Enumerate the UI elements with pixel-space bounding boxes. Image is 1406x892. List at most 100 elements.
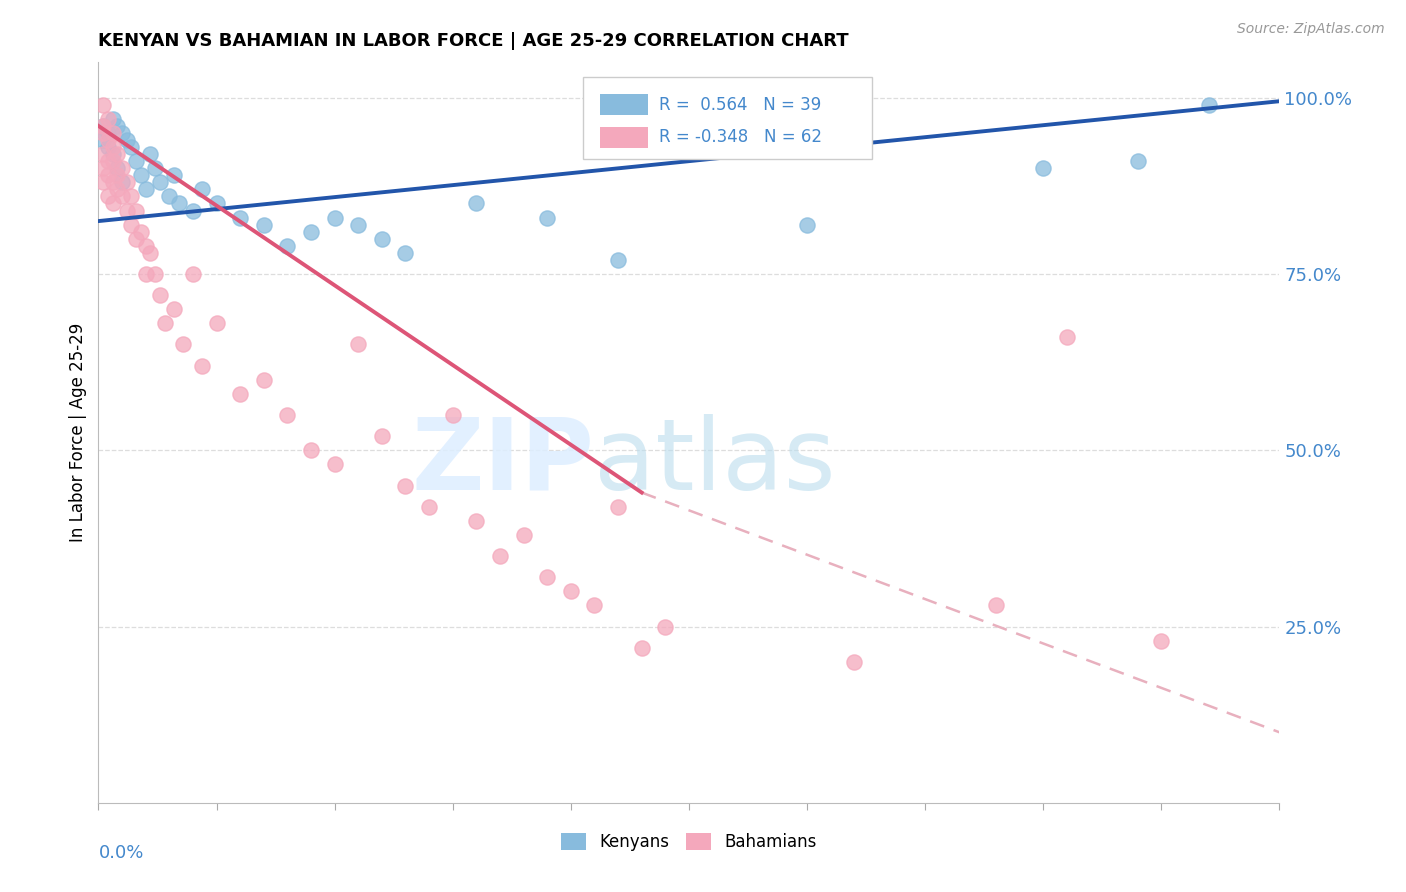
Point xyxy=(1150,633,1173,648)
Point xyxy=(163,302,186,317)
Point xyxy=(101,147,124,161)
Point xyxy=(181,203,204,218)
Point xyxy=(984,599,1007,613)
Text: 0.0%: 0.0% xyxy=(98,844,143,862)
FancyBboxPatch shape xyxy=(582,78,872,159)
Point xyxy=(97,112,120,126)
Point xyxy=(441,408,464,422)
Point xyxy=(153,316,176,330)
Point xyxy=(796,218,818,232)
Point xyxy=(163,168,186,182)
Point xyxy=(205,316,228,330)
Text: R =  0.564   N = 39: R = 0.564 N = 39 xyxy=(659,95,821,113)
Point xyxy=(111,126,134,140)
Point xyxy=(121,218,143,232)
Point xyxy=(111,189,134,203)
Point xyxy=(135,239,157,253)
Point xyxy=(489,549,512,563)
Point xyxy=(607,252,630,267)
Y-axis label: In Labor Force | Age 25-29: In Labor Force | Age 25-29 xyxy=(69,323,87,542)
Point xyxy=(101,154,124,169)
Point xyxy=(347,218,370,232)
Point xyxy=(121,140,143,154)
Point xyxy=(121,189,143,203)
Point xyxy=(91,133,114,147)
Point xyxy=(101,126,124,140)
Point xyxy=(105,168,128,182)
Point xyxy=(1198,97,1220,112)
Point xyxy=(135,267,157,281)
Point xyxy=(465,196,488,211)
Point xyxy=(101,140,124,154)
Point xyxy=(149,175,172,189)
Point xyxy=(139,245,162,260)
Point xyxy=(105,182,128,196)
Point xyxy=(512,528,534,542)
Point xyxy=(115,175,138,189)
Point xyxy=(607,500,630,514)
Point xyxy=(172,337,194,351)
Point xyxy=(394,245,416,260)
Text: Source: ZipAtlas.com: Source: ZipAtlas.com xyxy=(1237,22,1385,37)
Point xyxy=(91,161,114,176)
Text: KENYAN VS BAHAMIAN IN LABOR FORCE | AGE 25-29 CORRELATION CHART: KENYAN VS BAHAMIAN IN LABOR FORCE | AGE … xyxy=(98,32,849,50)
Point xyxy=(97,133,120,147)
Point xyxy=(125,154,148,169)
Point xyxy=(1032,161,1054,176)
Point xyxy=(465,514,488,528)
Point xyxy=(91,119,114,133)
Point xyxy=(1126,154,1149,169)
Point xyxy=(394,478,416,492)
Point xyxy=(111,175,134,189)
Point xyxy=(229,211,252,225)
Point xyxy=(91,175,114,189)
Point xyxy=(560,584,582,599)
Point xyxy=(347,337,370,351)
Point xyxy=(97,154,120,169)
Point xyxy=(323,458,346,472)
Point xyxy=(583,599,606,613)
Point xyxy=(111,161,134,176)
Point xyxy=(97,140,120,154)
Point xyxy=(105,119,128,133)
Point xyxy=(323,211,346,225)
Point xyxy=(129,168,152,182)
Point xyxy=(105,161,128,176)
Point xyxy=(157,189,180,203)
Point xyxy=(229,387,252,401)
FancyBboxPatch shape xyxy=(600,127,648,147)
Point xyxy=(125,232,148,246)
Point xyxy=(91,126,114,140)
Point xyxy=(91,119,114,133)
FancyBboxPatch shape xyxy=(600,95,648,115)
Point xyxy=(253,373,276,387)
Point xyxy=(97,189,120,203)
Point xyxy=(536,570,558,584)
Point xyxy=(135,182,157,196)
Point xyxy=(1056,330,1078,344)
Point xyxy=(167,196,190,211)
Point xyxy=(91,97,114,112)
Point xyxy=(125,203,148,218)
Point xyxy=(101,112,124,126)
Point xyxy=(536,211,558,225)
Text: ZIP: ZIP xyxy=(412,414,595,511)
Point xyxy=(191,359,214,373)
Point xyxy=(630,640,652,655)
Point xyxy=(105,147,128,161)
Point xyxy=(253,218,276,232)
Point xyxy=(371,232,394,246)
Point xyxy=(101,196,124,211)
Point xyxy=(129,225,152,239)
Point xyxy=(299,443,322,458)
Legend: Kenyans, Bahamians: Kenyans, Bahamians xyxy=(554,826,824,857)
Point xyxy=(654,619,676,633)
Point xyxy=(115,133,138,147)
Point xyxy=(139,147,162,161)
Point xyxy=(97,126,120,140)
Point xyxy=(276,239,298,253)
Point xyxy=(276,408,298,422)
Point xyxy=(143,267,166,281)
Point xyxy=(205,196,228,211)
Point xyxy=(149,288,172,302)
